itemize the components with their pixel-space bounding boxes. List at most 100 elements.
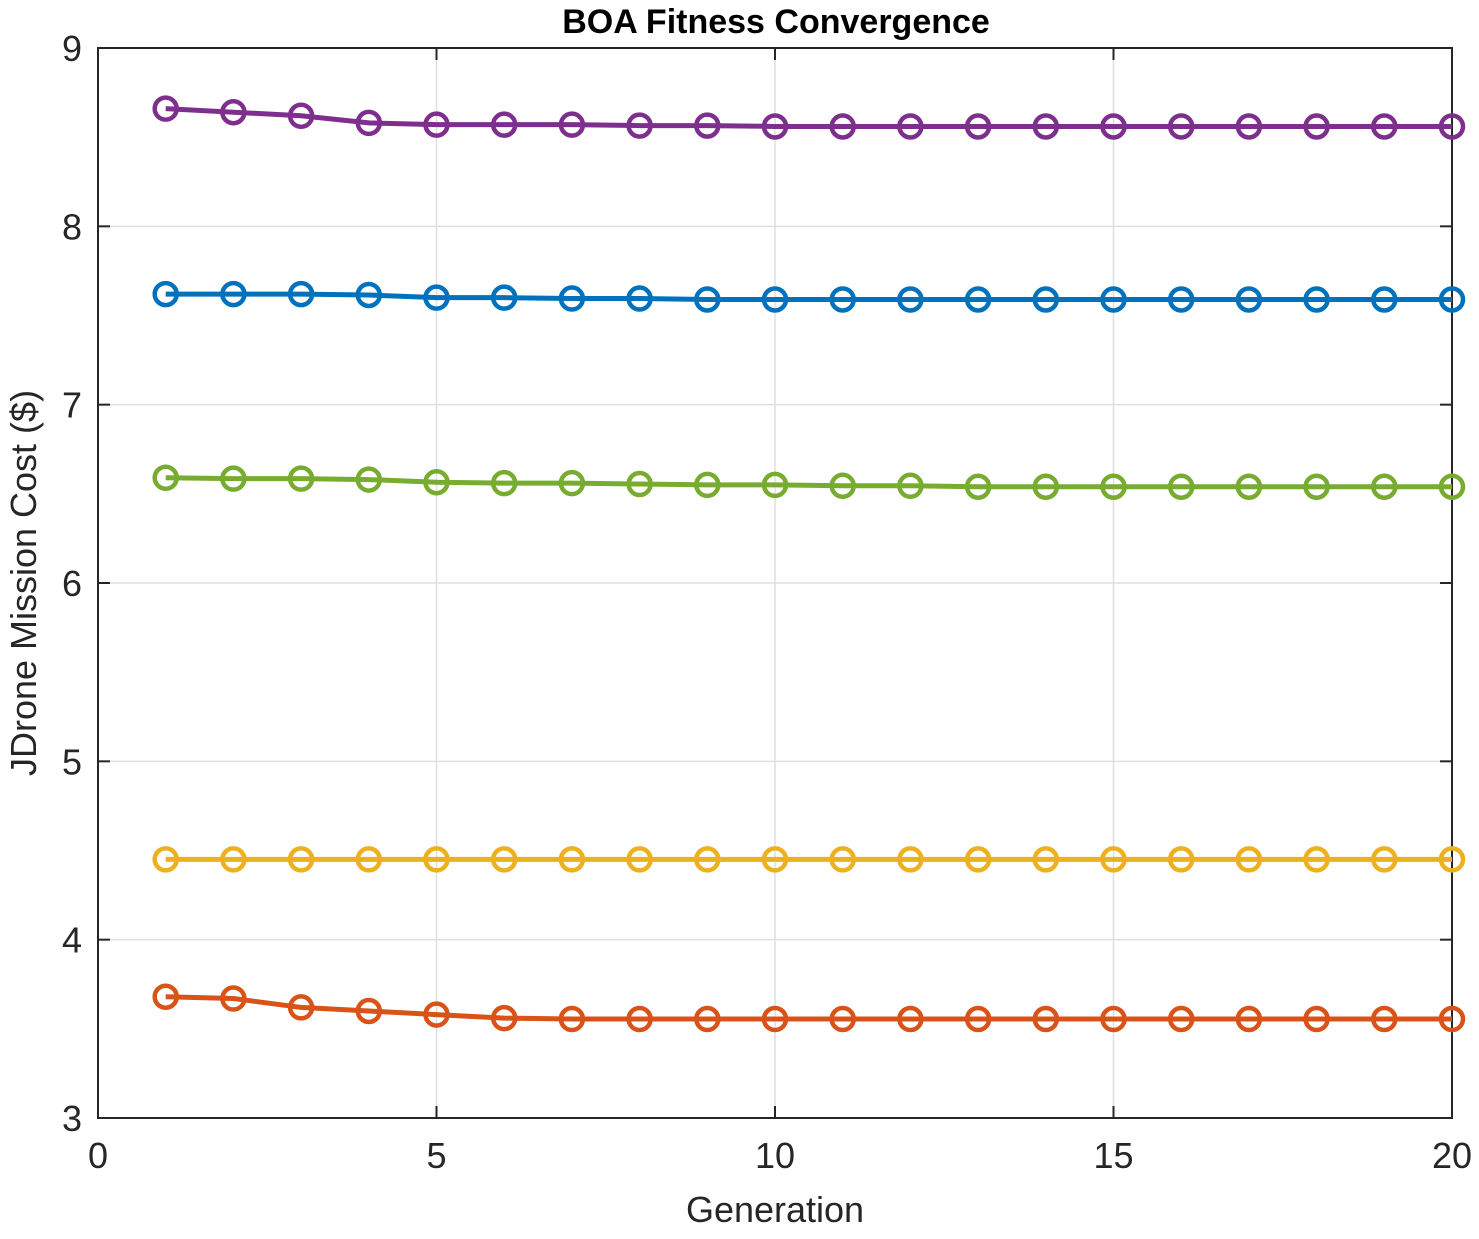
data-point — [897, 1005, 924, 1033]
data-point — [1032, 846, 1060, 873]
data-point — [694, 846, 721, 873]
data-point — [1235, 113, 1263, 140]
data-point — [1235, 473, 1263, 500]
data-point — [829, 286, 856, 313]
data-point — [761, 113, 789, 140]
data-point — [964, 473, 992, 500]
data-point — [694, 286, 721, 313]
data-point — [964, 113, 992, 140]
data-point — [897, 286, 924, 313]
data-point — [1303, 473, 1330, 500]
data-point — [761, 286, 789, 313]
series-4 — [152, 846, 1466, 873]
axis-ticks: 0 5 10 15 20 3 4 5 6 7 8 9 — [62, 28, 1472, 1176]
data-point — [626, 846, 653, 873]
data-point — [694, 112, 721, 139]
data-point — [423, 468, 450, 496]
data-point — [220, 280, 247, 308]
data-point — [152, 464, 179, 492]
data-point — [490, 1004, 518, 1032]
chart-title: BOA Fitness Convergence — [562, 3, 990, 41]
series-5 — [152, 983, 1466, 1033]
data-point — [287, 102, 315, 130]
series-2 — [152, 280, 1466, 313]
data-point — [1032, 1005, 1060, 1033]
y-tick-label: 5 — [62, 741, 82, 782]
data-point — [1438, 1005, 1466, 1033]
data-point — [829, 472, 856, 500]
data-point — [1167, 1005, 1195, 1033]
data-point — [1100, 846, 1127, 873]
series-3 — [152, 464, 1466, 500]
y-tick-label: 9 — [62, 28, 82, 69]
data-point — [1303, 286, 1330, 313]
data-point — [1371, 1005, 1398, 1033]
series-1 — [152, 95, 1466, 140]
data-point — [964, 846, 992, 873]
data-point — [1032, 113, 1060, 140]
data-point — [1438, 113, 1466, 140]
data-point — [423, 846, 450, 873]
data-point — [1235, 286, 1263, 313]
x-tick-label: 5 — [426, 1135, 446, 1176]
data-point — [1032, 286, 1060, 313]
data-point — [558, 846, 586, 873]
data-point — [287, 994, 315, 1021]
data-point — [558, 469, 586, 497]
data-point — [761, 846, 789, 873]
x-tick-label: 10 — [755, 1135, 795, 1176]
y-tick-label: 4 — [62, 920, 82, 961]
data-point — [964, 286, 992, 313]
data-point — [1167, 286, 1195, 313]
data-point — [1303, 113, 1330, 140]
data-point — [490, 469, 518, 497]
grid — [98, 48, 1452, 1118]
data-point — [1371, 473, 1398, 500]
data-point — [490, 111, 518, 138]
data-point — [423, 111, 450, 138]
data-point — [490, 846, 518, 873]
data-point — [897, 846, 924, 873]
data-point — [626, 112, 653, 139]
data-point — [423, 284, 450, 311]
data-point — [829, 113, 856, 140]
data-point — [1235, 1005, 1263, 1033]
data-point — [355, 466, 383, 493]
data-point — [1167, 846, 1195, 873]
data-point — [626, 285, 653, 312]
data-point — [1235, 846, 1263, 873]
data-point — [1371, 846, 1398, 873]
data-point — [558, 111, 586, 138]
data-point — [626, 470, 653, 498]
data-point — [626, 1005, 653, 1033]
y-tick-label: 8 — [62, 206, 82, 247]
data-point — [1371, 113, 1398, 140]
data-point — [287, 280, 315, 308]
data-point — [220, 98, 247, 126]
data-point — [1167, 113, 1195, 140]
data-point — [964, 1005, 992, 1033]
data-point — [355, 281, 383, 309]
data-point — [1371, 286, 1398, 313]
data-point — [1438, 286, 1466, 313]
data-point — [1032, 473, 1060, 500]
data-point — [558, 1005, 586, 1033]
y-tick-label: 7 — [62, 385, 82, 426]
data-point — [287, 846, 315, 873]
x-tick-label: 15 — [1093, 1135, 1133, 1176]
data-point — [829, 846, 856, 873]
data-point — [1303, 1005, 1330, 1033]
x-axis-label: Generation — [686, 1189, 864, 1230]
data-point — [1438, 846, 1466, 873]
data-point — [152, 983, 179, 1010]
data-point — [355, 846, 383, 873]
x-tick-label: 20 — [1432, 1135, 1472, 1176]
data-point — [1100, 113, 1127, 140]
data-point — [761, 1005, 789, 1033]
data-point — [694, 471, 721, 499]
data-point — [1438, 473, 1466, 500]
data-point — [152, 846, 179, 873]
data-point — [761, 471, 789, 499]
y-tick-label: 3 — [62, 1098, 82, 1139]
data-point — [152, 280, 179, 308]
